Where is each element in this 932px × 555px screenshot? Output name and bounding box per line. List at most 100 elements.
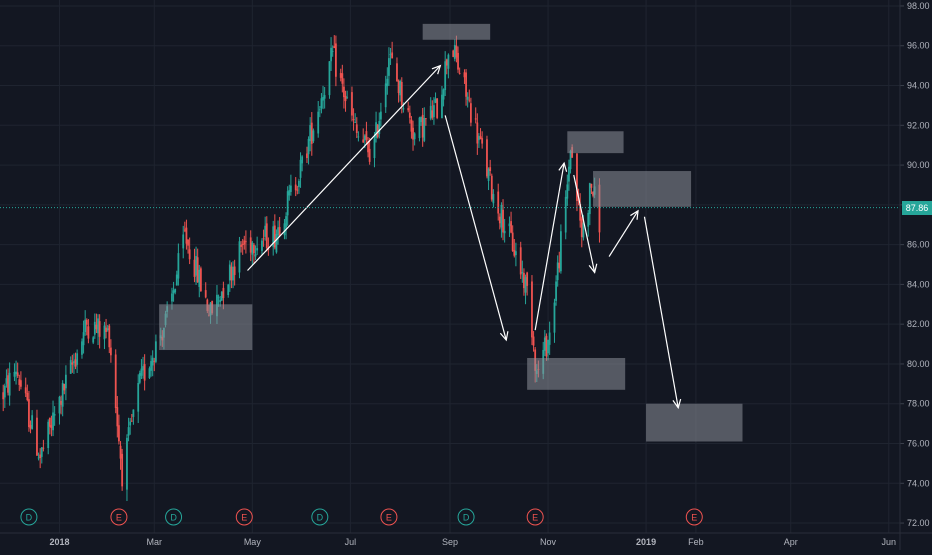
candle-body — [272, 226, 275, 247]
candle-body — [16, 372, 19, 376]
candle-body — [317, 111, 320, 134]
candle-body — [18, 379, 21, 385]
candle-body — [132, 409, 135, 417]
candle-body — [129, 421, 132, 426]
candle-body — [114, 354, 117, 409]
x-tick-label: Jul — [345, 537, 357, 547]
earnings-marker — [685, 508, 703, 526]
candle-body — [569, 151, 572, 170]
x-tick-label: Jun — [881, 537, 896, 547]
candle-body — [434, 98, 437, 103]
current-price-label: 87.86 — [902, 200, 932, 215]
x-tick-label: May — [244, 537, 262, 547]
candle-body — [294, 184, 297, 191]
candle-body — [363, 135, 366, 141]
candle-body — [256, 248, 259, 251]
candle-body — [273, 225, 276, 248]
candle-body — [3, 385, 6, 398]
candle-body — [413, 133, 416, 140]
x-tick-label: Nov — [540, 537, 557, 547]
candle-body — [52, 412, 54, 431]
candle-body — [543, 337, 546, 351]
candle-body — [233, 266, 236, 276]
candle-body — [389, 54, 392, 56]
candle-body — [232, 266, 234, 281]
event-marker-label: D — [170, 513, 177, 523]
candle-body — [503, 230, 506, 234]
candle-body — [81, 341, 83, 355]
candle-body — [7, 375, 9, 393]
candle-body — [465, 72, 467, 97]
candle-body — [219, 299, 222, 303]
candle-body — [318, 109, 321, 111]
candle-body — [36, 417, 38, 456]
y-tick-label: 86.00 — [907, 240, 930, 250]
candle-body — [103, 325, 106, 340]
candle-body — [333, 46, 336, 49]
candle-body — [481, 138, 484, 144]
candle-body — [2, 392, 5, 400]
candle-body — [490, 175, 493, 200]
candle-body — [514, 251, 517, 256]
arrow-shaft — [573, 174, 596, 273]
earnings-marker — [526, 508, 544, 526]
candle-body — [196, 257, 199, 283]
candle-body — [39, 454, 42, 458]
candle-body — [351, 92, 353, 116]
candle-body — [566, 184, 569, 199]
arrow-head — [630, 209, 639, 220]
candle-body — [288, 190, 291, 196]
candle-body — [362, 139, 365, 143]
candle-body — [400, 81, 403, 105]
candle-body — [204, 290, 207, 298]
candle-body — [508, 223, 511, 227]
candle-body — [453, 44, 456, 59]
candle-body — [367, 141, 369, 153]
candle-body — [138, 373, 141, 383]
candle-body — [330, 47, 332, 62]
candle-body — [298, 180, 300, 188]
candle-body — [193, 259, 196, 277]
candle-body — [87, 326, 90, 339]
candle-body — [556, 262, 559, 281]
x-tick-label: Apr — [784, 537, 798, 547]
candle-body — [346, 96, 349, 98]
candle-body — [328, 61, 331, 96]
y-tick-label: 92.00 — [907, 120, 930, 130]
arrow-annotations — [247, 64, 682, 410]
candle-body — [71, 362, 74, 365]
candle-body — [278, 227, 281, 237]
arrow-shaft — [444, 115, 507, 341]
candle-body — [497, 191, 500, 214]
zone-rectangles — [159, 23, 743, 442]
x-tick-label: 2018 — [49, 537, 69, 547]
candle-body — [198, 269, 201, 287]
candle-body — [265, 223, 268, 249]
candle-body — [354, 122, 357, 123]
candle-body — [452, 50, 455, 57]
candle-body — [418, 117, 421, 139]
candle-body — [408, 112, 411, 118]
candle-body — [341, 73, 344, 84]
earnings-marker — [235, 508, 253, 526]
candle-body — [222, 287, 225, 299]
candle-body — [254, 254, 257, 257]
arrow-head — [588, 263, 598, 274]
candle-body — [227, 284, 230, 296]
earnings-marker — [380, 508, 398, 526]
dividend-marker — [457, 508, 475, 526]
candle-body — [397, 80, 400, 94]
candle-body — [339, 72, 342, 78]
candle-body — [587, 212, 590, 227]
y-tick-label: 94.00 — [907, 81, 930, 91]
candle-body — [84, 319, 87, 332]
zone-rectangle — [527, 357, 626, 390]
candle-body — [28, 399, 30, 428]
candle-body — [8, 372, 11, 396]
candle-body — [331, 50, 334, 52]
candle-body — [489, 167, 492, 171]
candle-body — [379, 111, 382, 120]
candle-body — [48, 417, 51, 427]
